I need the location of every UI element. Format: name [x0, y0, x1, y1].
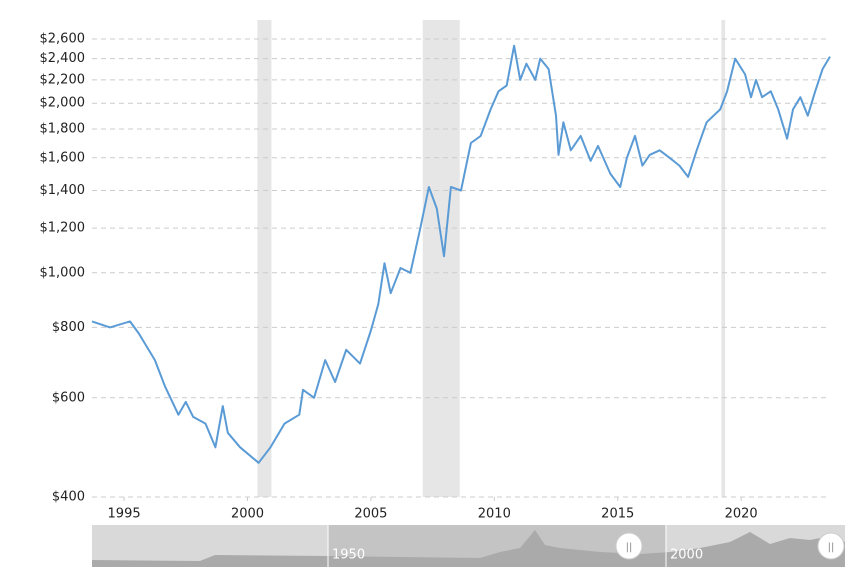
x-tick-label: 2000	[231, 507, 264, 522]
navigator-silhouette	[92, 530, 845, 567]
y-tick-label: $1,800	[40, 121, 86, 136]
y-tick-label: $2,600	[40, 32, 86, 47]
y-tick-label: $600	[52, 390, 85, 405]
handle-grip: ||	[828, 542, 835, 553]
x-tick-label: 2005	[354, 507, 387, 522]
y-tick-label: $2,400	[40, 51, 86, 66]
y-tick-label: $2,000	[40, 96, 86, 111]
shaded-range	[422, 20, 460, 497]
x-tick-label: 2015	[601, 507, 634, 522]
y-tick-label: $400	[52, 490, 85, 505]
navigator-handle[interactable]	[615, 532, 643, 560]
navigator-label: 2000	[670, 548, 703, 563]
navigator[interactable]: 1950 2000 || ||	[92, 525, 845, 567]
y-tick-label: $2,200	[40, 72, 86, 87]
plot: $400 $600 $800 $1,000 $1,200 $1,400 $1,600 $1,8…	[40, 20, 831, 522]
navigator-label: 1950	[332, 548, 365, 563]
y-tick-label: $1,400	[40, 183, 86, 198]
y-tick-label: $800	[52, 320, 85, 335]
x-tick-label: 1995	[108, 507, 141, 522]
handle-grip: ||	[626, 542, 633, 553]
shaded-range	[257, 20, 272, 497]
x-tick-label: 2020	[725, 507, 758, 522]
x-tick-label: 2010	[478, 507, 511, 522]
y-tick-label: $1,600	[40, 150, 86, 165]
navigator-handle[interactable]	[817, 532, 845, 560]
y-tick-label: $1,000	[40, 265, 86, 280]
y-tick-label: $1,200	[40, 221, 86, 236]
shaded-range	[721, 20, 726, 497]
price-line	[91, 44, 831, 464]
